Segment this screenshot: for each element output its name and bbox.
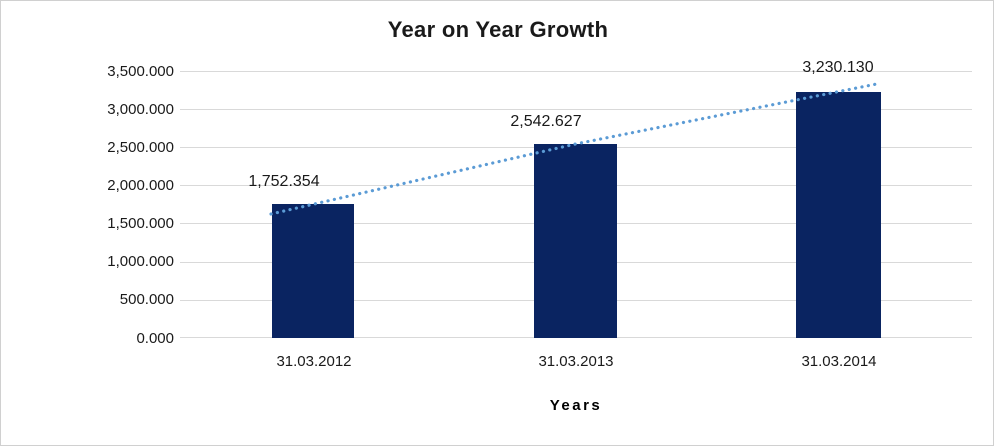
bar-31-03-2013[interactable] xyxy=(534,144,617,338)
y-tick-label: 3,500.000 xyxy=(107,63,174,80)
x-tick-label-31-03-2014: 31.03.2014 xyxy=(801,353,877,370)
y-tick-label: 1,000.000 xyxy=(107,253,174,270)
y-axis-tick-labels: 3,500.000 3,000.000 2,500.000 2,000.000 … xyxy=(46,1,174,445)
x-axis-title: Years xyxy=(549,397,603,414)
x-tick-label-31-03-2012: 31.03.2012 xyxy=(276,353,352,370)
y-tick-label: 500.000 xyxy=(119,291,174,308)
y-tick-label: 3,000.000 xyxy=(107,101,174,118)
data-label-31-03-2012: 1,752.354 xyxy=(248,173,320,190)
bar-31-03-2012[interactable] xyxy=(272,204,354,338)
bar-31-03-2014[interactable] xyxy=(796,91,881,338)
chart-title: Year on Year Growth xyxy=(387,17,609,42)
x-tick-label-31-03-2013: 31.03.2013 xyxy=(538,353,614,370)
y-tick-label: 2,000.000 xyxy=(107,177,174,194)
y-tick-label: 1,500.000 xyxy=(107,215,174,232)
plot-area xyxy=(180,71,972,338)
y-tick-label: 2,500.000 xyxy=(107,139,174,156)
gridline xyxy=(180,71,972,72)
y-tick-label: 0.000 xyxy=(136,330,174,347)
data-label-31-03-2013: 2,542.627 xyxy=(510,113,582,130)
data-label-31-03-2014: 3,230.130 xyxy=(802,59,874,76)
